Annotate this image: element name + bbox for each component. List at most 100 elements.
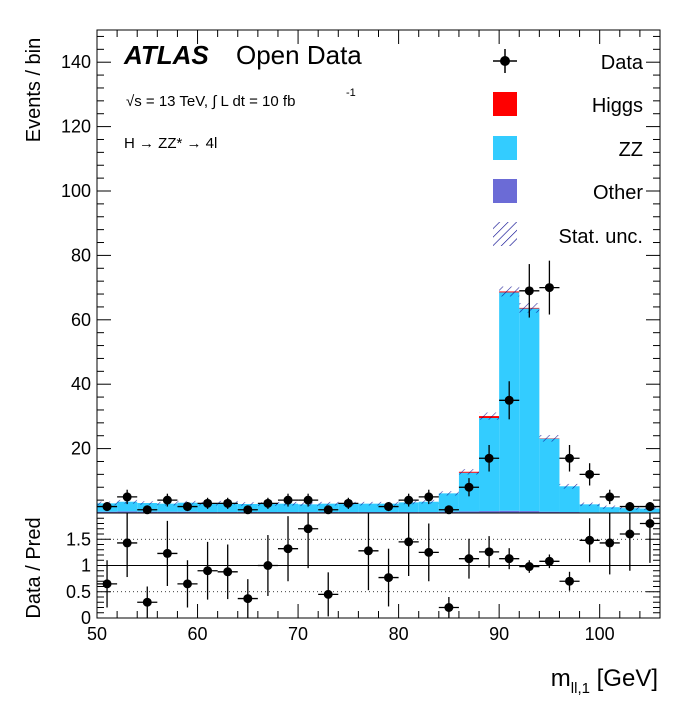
ratio-point: [484, 547, 494, 557]
stat-unc-band: [137, 501, 158, 505]
data-point: [263, 498, 273, 508]
x-tick-label: 70: [288, 624, 308, 644]
bar-zz: [559, 486, 580, 513]
stat-unc-band: [559, 483, 580, 489]
y-tick-label: 80: [71, 245, 91, 265]
y-tick-label: 40: [71, 374, 91, 394]
y-tick-label: 140: [61, 52, 91, 72]
data-point: [283, 495, 293, 505]
stat-unc-band: [539, 435, 560, 442]
ratio-point: [404, 537, 414, 547]
y-tick-label: 100: [61, 181, 91, 201]
ratio-point: [524, 562, 534, 572]
legend-swatch-zz: [493, 136, 517, 160]
ratio-y-axis-title: Data / Pred: [23, 517, 45, 618]
y-tick-label: 60: [71, 310, 91, 330]
legend-data-marker: [493, 49, 517, 73]
data-point: [223, 498, 233, 508]
stacked-histogram: [97, 286, 660, 513]
data-point: [102, 502, 112, 512]
bar-zz: [579, 504, 600, 513]
data-point: [384, 502, 394, 512]
x-tick-label: 100: [585, 624, 615, 644]
x-axis-title: mll,1 [GeV]: [551, 665, 658, 697]
stat-unc-band: [358, 501, 379, 506]
ratio-point: [605, 538, 615, 548]
stat-unc-band: [237, 502, 258, 506]
y-tick-label: 20: [71, 439, 91, 459]
y-tick-label: 120: [61, 117, 91, 137]
ratio-y-tick-label: 1.5: [66, 529, 91, 549]
data-point: [203, 498, 213, 508]
ratio-point: [223, 567, 233, 577]
bar-zz: [298, 504, 319, 513]
ratio-point: [424, 547, 434, 557]
legend-label-zz: ZZ: [619, 139, 643, 161]
bar-other: [519, 511, 540, 513]
x-tick-label: 60: [188, 624, 208, 644]
ratio-point: [182, 579, 192, 589]
legend-swatch-other: [493, 179, 517, 203]
data-point: [605, 492, 615, 502]
data-points: [97, 260, 660, 515]
main-panel: 20 40 60 80 100 120 140 Events / bin: [23, 29, 661, 515]
ratio-panel: 0 0.5 1 1.5 50 60 70 80 90 100 Data / Pred mll,1…: [23, 512, 661, 697]
ratio-point: [585, 535, 595, 545]
atlas-brand: ATLAS: [123, 40, 209, 70]
legend: Data Higgs ZZ Other Stat. unc.: [493, 49, 644, 248]
data-point: [323, 505, 333, 515]
ratio-point: [363, 546, 373, 556]
bar-zz: [358, 503, 379, 513]
bar-other: [539, 511, 560, 513]
data-point: [585, 469, 595, 479]
bar-zz: [539, 438, 560, 512]
ratio-point: [102, 579, 112, 589]
data-point: [303, 495, 313, 505]
ratio-point: [504, 554, 514, 564]
data-point: [243, 505, 253, 515]
data-point: [182, 502, 192, 512]
data-point: [484, 453, 494, 463]
ratio-y-tick-label: 0: [81, 608, 91, 628]
data-point: [625, 502, 635, 512]
ratio-point: [162, 548, 172, 558]
ratio-point: [645, 519, 655, 528]
data-point: [504, 395, 514, 405]
ratio-y-tick-label: 0.5: [66, 582, 91, 602]
ratio-points: [97, 513, 660, 618]
legend-label-higgs: Higgs: [592, 95, 643, 117]
legend-label-other: Other: [593, 182, 643, 204]
header-annotations: ATLAS Open Data √s = 13 TeV, ∫ L dt = 10…: [123, 40, 362, 152]
stat-unc-band: [599, 505, 620, 509]
data-point: [343, 498, 353, 508]
x-tick-label: 90: [489, 624, 509, 644]
bar-zz: [418, 501, 439, 513]
ratio-point: [142, 597, 152, 607]
ratio-point: [263, 561, 273, 570]
energy-lumi-label: √s = 13 TeV, ∫ L dt = 10 fb: [126, 93, 295, 110]
lumi-exponent: -1: [346, 87, 356, 99]
ratio-point: [303, 524, 313, 534]
bar-other: [97, 511, 118, 513]
bar-zz: [519, 308, 540, 512]
bar-zz: [599, 507, 620, 513]
bar-other: [117, 511, 138, 513]
ratio-point: [565, 576, 575, 586]
stat-unc-band: [499, 286, 520, 297]
atlas-brand-suffix: Open Data: [236, 40, 362, 70]
legend-swatch-higgs: [493, 92, 517, 116]
data-point: [524, 286, 534, 296]
data-point: [404, 495, 414, 505]
bar-zz: [438, 493, 459, 512]
bar-other: [499, 510, 520, 513]
main-y-ticks: 20 40 60 80 100 120 140: [61, 30, 661, 501]
ratio-y-ticks: 0 0.5 1 1.5: [66, 517, 660, 628]
process-label: H → ZZ* → 4l: [124, 135, 217, 152]
legend-swatch-stat-unc: [493, 222, 517, 246]
ratio-point: [544, 556, 554, 566]
legend-label-stat-unc: Stat. unc.: [559, 226, 644, 248]
stat-unc-band: [318, 501, 339, 506]
ratio-guide-lines: [97, 538, 660, 593]
data-point: [645, 502, 655, 512]
data-point: [444, 505, 454, 515]
